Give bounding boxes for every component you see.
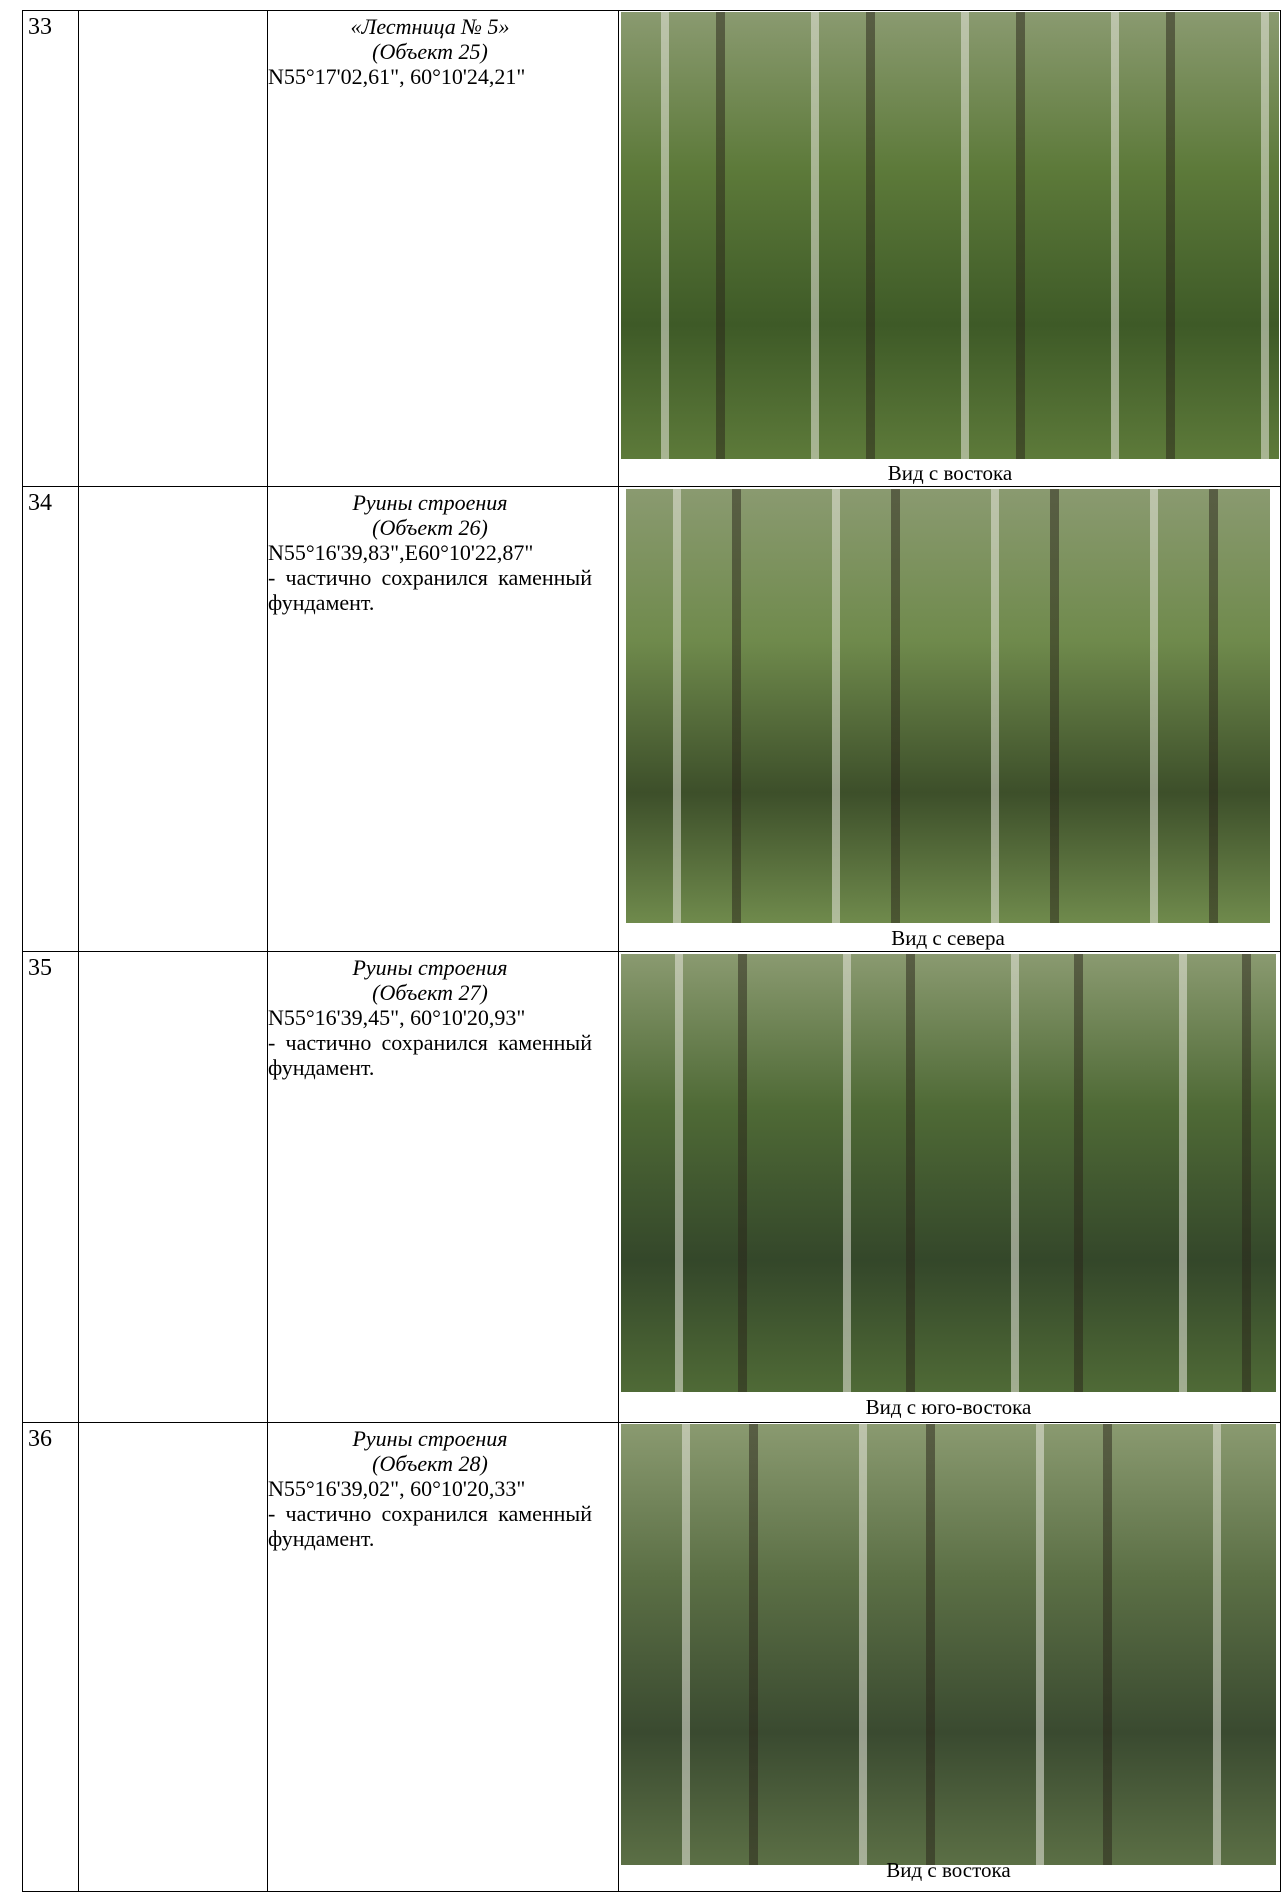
row-number: 36 — [28, 1426, 52, 1452]
photo — [621, 954, 1276, 1392]
object-title: Руины строения — [352, 490, 508, 515]
row-number: 35 — [28, 955, 52, 981]
row-border — [22, 1422, 1281, 1423]
row-number: 33 — [28, 14, 52, 40]
row-border — [22, 951, 1281, 952]
object-title: «Лестница № 5» — [350, 14, 510, 39]
tree-trunks — [621, 1424, 1276, 1865]
column-border — [267, 10, 268, 1891]
photo-caption: Вид с юго-востока — [865, 1395, 1032, 1419]
row-number: 34 — [28, 490, 52, 516]
description: «Лестница № 5» (Объект 25) N55°17'02,61", … — [268, 14, 592, 89]
coordinates: N55°17'02,61", 60°10'24,21" — [268, 64, 526, 89]
object-id: (Объект 25) — [372, 39, 488, 64]
column-border — [1280, 10, 1281, 1891]
object-title: Руины строения — [352, 955, 508, 980]
object-id: (Объект 27) — [372, 980, 488, 1005]
photo — [626, 489, 1270, 923]
coordinates: N55°16'39,02", 60°10'20,33" — [268, 1476, 526, 1501]
row-border — [22, 10, 1281, 11]
object-title: Руины строения — [352, 1426, 508, 1451]
note: - частично сохранился каменный фундамент… — [268, 1501, 592, 1551]
tree-trunks — [621, 954, 1276, 1392]
column-border — [618, 10, 619, 1891]
tree-trunks — [621, 12, 1279, 459]
description: Руины строения (Объект 28) N55°16'39,02", … — [268, 1426, 592, 1551]
photo-caption: Вид с севера — [891, 926, 1005, 950]
description: Руины строения (Объект 26) N55°16'39,83",E… — [268, 490, 592, 615]
note: - частично сохранился каменный фундамент… — [268, 565, 592, 615]
note: - частично сохранился каменный фундамент… — [268, 1030, 592, 1080]
coordinates: N55°16'39,45", 60°10'20,93" — [268, 1005, 526, 1030]
object-id: (Объект 26) — [372, 515, 488, 540]
column-border — [22, 10, 23, 1891]
photo-caption: Вид с востока — [887, 461, 1013, 485]
description: Руины строения (Объект 27) N55°16'39,45", … — [268, 955, 592, 1080]
coordinates: N55°16'39,83",E60°10'22,87" — [268, 540, 534, 565]
object-id: (Объект 28) — [372, 1451, 488, 1476]
photo — [621, 12, 1279, 459]
photo — [621, 1424, 1276, 1865]
tree-trunks — [626, 489, 1270, 923]
column-border — [78, 10, 79, 1891]
photo-caption: Вид с востока — [886, 1858, 1011, 1882]
row-border — [22, 486, 1281, 487]
